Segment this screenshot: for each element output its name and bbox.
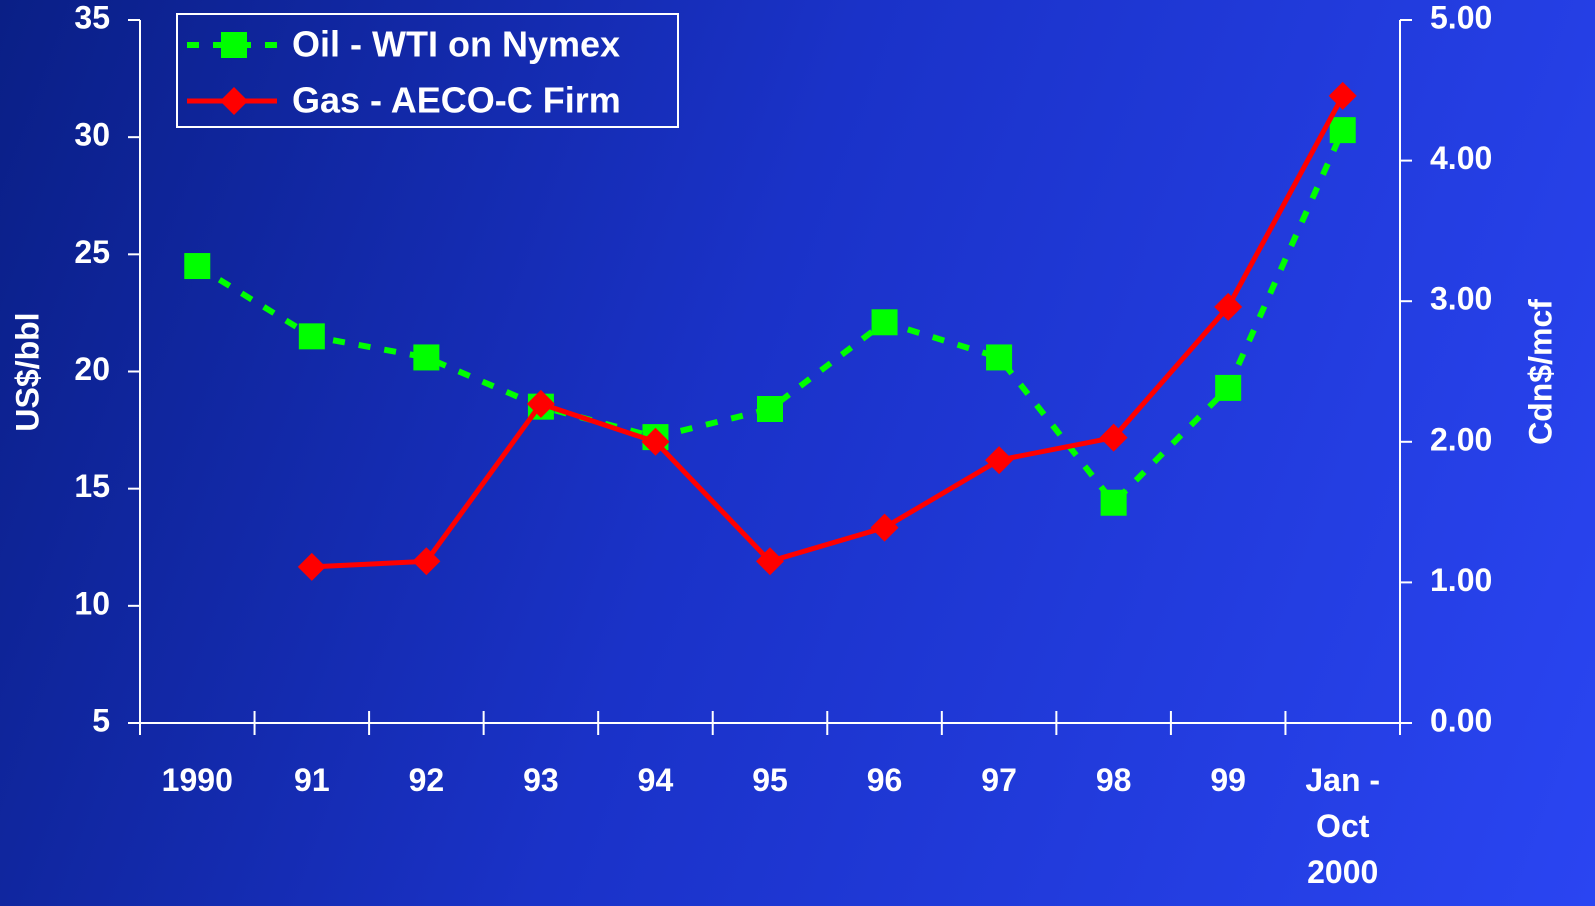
y2-tick-label: 1.00: [1430, 562, 1492, 598]
marker: [184, 253, 211, 280]
legend-box: [176, 13, 679, 128]
series-line: [195, 128, 1346, 508]
marker: [1215, 374, 1242, 401]
marker: [526, 389, 555, 418]
marker: [985, 446, 1014, 475]
y-tick-label: 10: [74, 585, 110, 621]
x-tick-label: Jan - Oct 2000: [1305, 762, 1381, 890]
x-tick-label: 95: [752, 762, 788, 798]
x-tick-label: 94: [637, 762, 674, 798]
marker: [1099, 423, 1128, 452]
marker: [870, 513, 899, 542]
x-tick-label: 93: [523, 762, 559, 798]
legend-label: Oil - WTI on Nymex: [292, 24, 620, 65]
y2-tick-label: 0.00: [1430, 702, 1492, 738]
x-tick-label: 96: [866, 762, 903, 798]
y-tick-label: 25: [74, 234, 110, 270]
series-line: [311, 94, 1345, 570]
y-tick-label: 20: [74, 351, 110, 387]
y2-axis-label: Cdn$/mcf: [1522, 299, 1558, 445]
marker: [986, 344, 1013, 371]
y2-tick-label: 5.00: [1430, 0, 1492, 35]
marker: [298, 323, 325, 350]
y2-tick-label: 2.00: [1430, 421, 1492, 457]
marker: [297, 552, 326, 581]
x-tick-label: 91: [294, 762, 330, 798]
y2-tick-label: 3.00: [1430, 281, 1492, 317]
marker: [1100, 489, 1127, 516]
marker: [413, 344, 440, 371]
x-tick-label: 1990: [161, 762, 233, 798]
marker: [1329, 117, 1356, 144]
marker: [412, 547, 441, 576]
marker: [641, 427, 670, 456]
marker: [756, 547, 784, 576]
x-tick-label: 92: [408, 762, 445, 798]
y-tick-label: 5: [92, 702, 110, 738]
marker: [1214, 292, 1243, 321]
x-tick-label: 98: [1095, 762, 1132, 798]
marker: [871, 309, 898, 336]
y-tick-label: 15: [74, 468, 110, 504]
x-tick-label: 99: [1210, 762, 1246, 798]
legend-marker: [220, 87, 248, 115]
legend-marker: [221, 32, 247, 58]
x-tick-label: 97: [981, 762, 1017, 798]
y-tick-label: 35: [74, 0, 110, 35]
legend-label: Gas - AECO-C Firm: [292, 80, 621, 121]
y-tick-label: 30: [74, 117, 110, 153]
marker: [757, 395, 783, 422]
marker: [1328, 81, 1357, 110]
y2-tick-label: 4.00: [1430, 140, 1492, 176]
y-axis-label: US$/bbl: [9, 312, 45, 431]
